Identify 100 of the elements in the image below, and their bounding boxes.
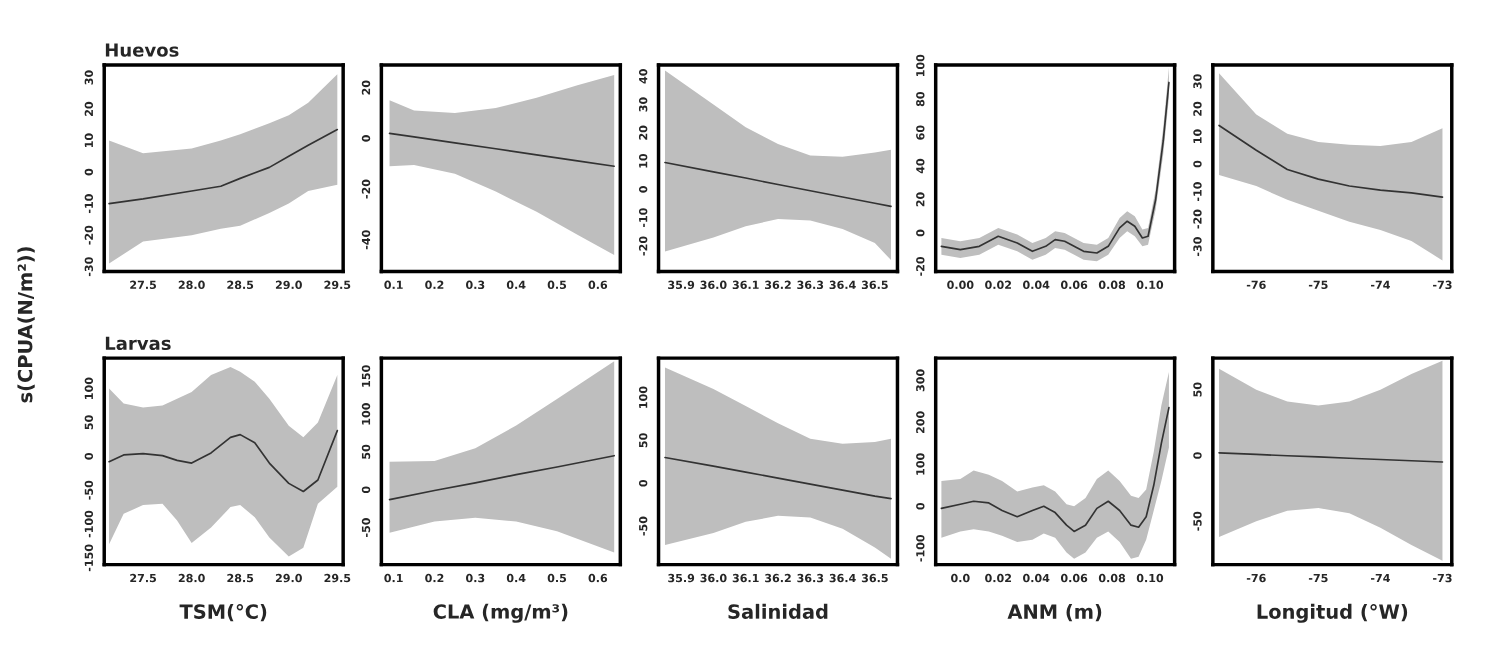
y-tick-label: -20 bbox=[638, 236, 648, 256]
x-tick-label: 0.1 bbox=[384, 280, 403, 290]
x-tick-label: 0.2 bbox=[425, 280, 444, 290]
x-tick-label: 28.5 bbox=[227, 280, 254, 290]
x-tick-label: 0.6 bbox=[588, 573, 608, 583]
y-tick-label: 10 bbox=[638, 153, 648, 168]
line-series bbox=[1218, 451, 1444, 463]
x-tick-label: -73 bbox=[1433, 280, 1452, 290]
x-tick-label: 0.08 bbox=[1098, 573, 1126, 583]
line-series bbox=[388, 132, 616, 168]
y-tick-label: 0 bbox=[916, 229, 925, 237]
y-tick-label: 0 bbox=[84, 168, 94, 176]
y-tick-label: 50 bbox=[84, 415, 94, 430]
y-tick-label: -30 bbox=[84, 257, 94, 277]
y-tick-label: 30 bbox=[638, 97, 648, 112]
y-tick-label: 0 bbox=[84, 452, 94, 460]
x-axis-title: Longitud (°W) bbox=[1257, 603, 1408, 623]
y-tick-label: -10 bbox=[1193, 182, 1202, 201]
x-tick-label: 35.9 bbox=[668, 573, 695, 583]
line-series bbox=[1218, 124, 1444, 198]
x-tick-label: 0.10 bbox=[1136, 573, 1164, 583]
x-tick-label: 0.06 bbox=[1060, 280, 1088, 290]
x-tick-label: 29.5 bbox=[324, 280, 351, 290]
y-tick-label: -10 bbox=[84, 194, 94, 214]
x-tick-label: 36.1 bbox=[732, 573, 759, 583]
x-tick-label: 36.5 bbox=[861, 573, 888, 583]
y-axis-title: s(CPUA(N/m²)) bbox=[17, 247, 35, 403]
x-tick-label: 28.0 bbox=[178, 573, 205, 583]
y-tick-label: 20 bbox=[638, 125, 648, 140]
x-tick-label: 0.4 bbox=[506, 573, 526, 583]
y-tick-label: -50 bbox=[1193, 511, 1202, 531]
y-tick-label: 50 bbox=[1193, 382, 1202, 397]
x-tick-label: 27.5 bbox=[130, 280, 157, 290]
line-series bbox=[664, 161, 892, 208]
y-tick-label: -10 bbox=[638, 208, 648, 228]
x-tick-label: 35.9 bbox=[668, 280, 695, 290]
x-axis-title: TSM(°C) bbox=[179, 603, 267, 622]
x-tick-label: -75 bbox=[1308, 280, 1328, 290]
line-series bbox=[108, 429, 339, 493]
x-tick-label: 36.3 bbox=[797, 573, 824, 583]
x-tick-label: 36.0 bbox=[700, 280, 727, 290]
y-tick-label: -20 bbox=[84, 225, 94, 245]
x-axis-title: Salinidad bbox=[728, 603, 828, 619]
x-tick-label: 28.5 bbox=[227, 573, 254, 583]
y-tick-label: -30 bbox=[1193, 237, 1202, 257]
x-axis-title: ANM (m) bbox=[1007, 603, 1102, 622]
x-tick-label: 0.0 bbox=[951, 573, 970, 583]
x-tick-label: 0.4 bbox=[506, 280, 526, 290]
x-tick-label: 0.5 bbox=[547, 280, 567, 290]
x-tick-label: 0.04 bbox=[1023, 280, 1050, 290]
y-tick-label: 50 bbox=[638, 433, 648, 448]
y-tick-label: 10 bbox=[84, 133, 94, 148]
y-tick-label: 20 bbox=[361, 80, 371, 95]
x-tick-label: 0.3 bbox=[466, 573, 485, 583]
y-tick-label: 20 bbox=[84, 101, 94, 116]
x-tick-label: 36.4 bbox=[829, 280, 856, 290]
x-tick-label: 0.00 bbox=[947, 280, 974, 290]
y-tick-label: -40 bbox=[361, 230, 371, 250]
x-tick-label: 29.5 bbox=[324, 573, 351, 583]
y-tick-label: 60 bbox=[916, 125, 925, 140]
x-tick-label: 36.0 bbox=[700, 573, 727, 583]
x-tick-label: 0.08 bbox=[1098, 280, 1126, 290]
x-tick-label: 36.1 bbox=[732, 280, 759, 290]
x-tick-label: 0.2 bbox=[425, 573, 444, 583]
y-tick-label: 150 bbox=[361, 365, 371, 387]
y-tick-label: 30 bbox=[84, 70, 94, 85]
y-tick-label: -150 bbox=[84, 544, 94, 572]
x-tick-label: 0.3 bbox=[466, 280, 485, 290]
x-tick-label: -74 bbox=[1370, 574, 1390, 583]
y-tick-label: 0 bbox=[1193, 160, 1202, 168]
x-tick-label: -76 bbox=[1246, 280, 1266, 290]
y-tick-label: -20 bbox=[916, 256, 925, 276]
x-axis-title: CLA (mg/m³) bbox=[433, 603, 568, 623]
x-tick-label: 36.2 bbox=[765, 573, 791, 583]
y-tick-label: -20 bbox=[1193, 209, 1202, 229]
x-tick-label: 36.5 bbox=[861, 280, 888, 290]
x-tick-label: 27.5 bbox=[130, 573, 157, 583]
x-tick-label: 0.1 bbox=[384, 573, 403, 583]
y-tick-label: 50 bbox=[361, 444, 371, 459]
x-tick-label: -76 bbox=[1246, 573, 1266, 583]
x-tick-label: 0.10 bbox=[1136, 280, 1164, 290]
x-tick-label: -75 bbox=[1308, 574, 1328, 583]
y-tick-label: -50 bbox=[84, 480, 94, 500]
y-tick-label: 200 bbox=[916, 411, 925, 434]
y-tick-label: 0 bbox=[638, 479, 648, 487]
y-tick-label: 0 bbox=[361, 135, 371, 142]
x-tick-label: 0.02 bbox=[985, 280, 1012, 290]
y-tick-label: 0 bbox=[638, 186, 648, 193]
x-tick-label: 36.3 bbox=[797, 280, 824, 290]
x-tick-label: 0.02 bbox=[985, 573, 1012, 583]
y-tick-label: 300 bbox=[916, 369, 925, 392]
x-tick-label: -73 bbox=[1433, 573, 1452, 583]
chart-title: Larvas bbox=[105, 336, 171, 351]
line-series bbox=[388, 454, 616, 501]
y-tick-label: 100 bbox=[361, 403, 371, 425]
y-tick-label: 0 bbox=[361, 486, 371, 494]
chart-title: Huevos bbox=[105, 43, 179, 57]
y-tick-label: -50 bbox=[361, 518, 371, 537]
x-tick-label: 28.0 bbox=[178, 280, 205, 290]
x-tick-label: 36.2 bbox=[765, 280, 791, 290]
